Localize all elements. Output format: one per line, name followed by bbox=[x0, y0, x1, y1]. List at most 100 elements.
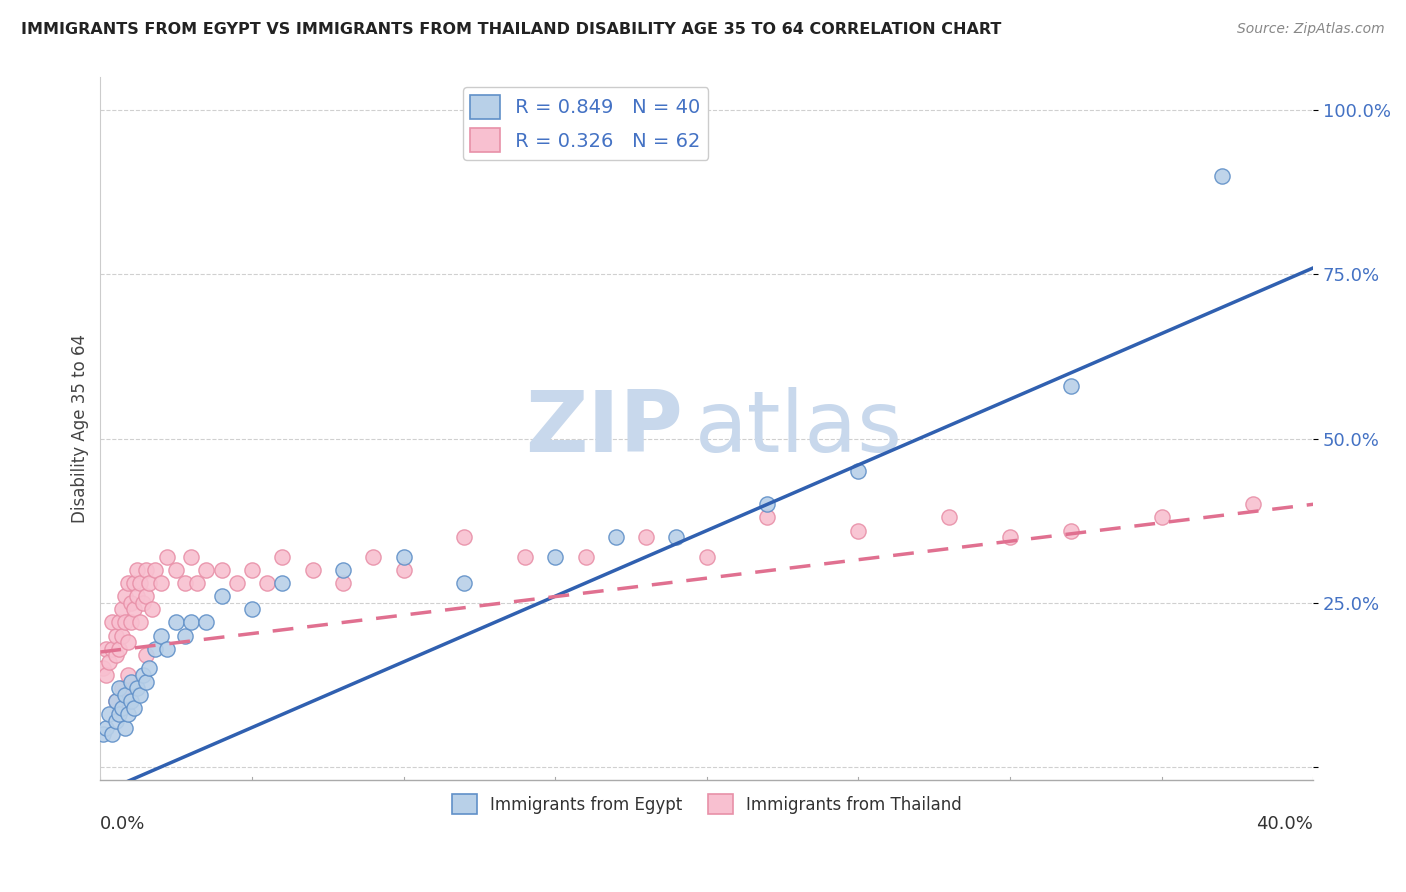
Point bbox=[156, 641, 179, 656]
Point bbox=[107, 615, 129, 630]
Point bbox=[122, 701, 145, 715]
Point bbox=[96, 721, 118, 735]
Point bbox=[186, 576, 208, 591]
Point bbox=[117, 668, 139, 682]
Point bbox=[938, 510, 960, 524]
Point bbox=[107, 707, 129, 722]
Point bbox=[165, 563, 187, 577]
Point bbox=[453, 530, 475, 544]
Point bbox=[1150, 510, 1173, 524]
Point bbox=[453, 576, 475, 591]
Point bbox=[101, 727, 124, 741]
Point bbox=[128, 688, 150, 702]
Point bbox=[125, 681, 148, 695]
Point bbox=[605, 530, 627, 544]
Point bbox=[211, 563, 233, 577]
Point bbox=[120, 694, 142, 708]
Point bbox=[696, 549, 718, 564]
Point bbox=[120, 674, 142, 689]
Point bbox=[150, 576, 173, 591]
Point bbox=[361, 549, 384, 564]
Point bbox=[211, 589, 233, 603]
Point bbox=[104, 694, 127, 708]
Point bbox=[114, 688, 136, 702]
Point bbox=[135, 563, 157, 577]
Point bbox=[135, 674, 157, 689]
Point bbox=[998, 530, 1021, 544]
Point bbox=[135, 648, 157, 663]
Point bbox=[125, 589, 148, 603]
Point bbox=[150, 629, 173, 643]
Text: atlas: atlas bbox=[695, 387, 903, 470]
Point bbox=[117, 576, 139, 591]
Point bbox=[114, 589, 136, 603]
Point bbox=[117, 707, 139, 722]
Point bbox=[101, 641, 124, 656]
Point bbox=[240, 563, 263, 577]
Point bbox=[110, 629, 132, 643]
Point bbox=[1241, 497, 1264, 511]
Point bbox=[107, 681, 129, 695]
Point bbox=[138, 576, 160, 591]
Point bbox=[114, 615, 136, 630]
Point bbox=[332, 563, 354, 577]
Point bbox=[93, 661, 115, 675]
Point bbox=[332, 576, 354, 591]
Point bbox=[141, 602, 163, 616]
Point bbox=[132, 596, 155, 610]
Text: ZIP: ZIP bbox=[524, 387, 682, 470]
Point bbox=[135, 589, 157, 603]
Point bbox=[848, 465, 870, 479]
Point bbox=[544, 549, 567, 564]
Point bbox=[122, 576, 145, 591]
Point bbox=[225, 576, 247, 591]
Point bbox=[1060, 524, 1083, 538]
Point bbox=[101, 615, 124, 630]
Point bbox=[96, 668, 118, 682]
Text: Source: ZipAtlas.com: Source: ZipAtlas.com bbox=[1237, 22, 1385, 37]
Point bbox=[104, 714, 127, 728]
Point bbox=[104, 694, 127, 708]
Point bbox=[117, 635, 139, 649]
Point bbox=[107, 641, 129, 656]
Text: 40.0%: 40.0% bbox=[1257, 815, 1313, 833]
Point bbox=[665, 530, 688, 544]
Point bbox=[271, 576, 294, 591]
Point bbox=[138, 661, 160, 675]
Point bbox=[636, 530, 658, 544]
Point bbox=[98, 655, 121, 669]
Point bbox=[256, 576, 278, 591]
Point bbox=[180, 549, 202, 564]
Point bbox=[240, 602, 263, 616]
Point bbox=[180, 615, 202, 630]
Point bbox=[120, 615, 142, 630]
Point bbox=[96, 641, 118, 656]
Point bbox=[143, 641, 166, 656]
Point bbox=[93, 727, 115, 741]
Point bbox=[271, 549, 294, 564]
Point bbox=[110, 602, 132, 616]
Point bbox=[174, 576, 197, 591]
Point bbox=[756, 497, 779, 511]
Point bbox=[104, 629, 127, 643]
Text: 0.0%: 0.0% bbox=[100, 815, 146, 833]
Point bbox=[98, 707, 121, 722]
Point bbox=[513, 549, 536, 564]
Legend: Immigrants from Egypt, Immigrants from Thailand: Immigrants from Egypt, Immigrants from T… bbox=[446, 788, 969, 821]
Point bbox=[756, 510, 779, 524]
Point bbox=[174, 629, 197, 643]
Point bbox=[128, 615, 150, 630]
Point bbox=[143, 563, 166, 577]
Point bbox=[301, 563, 323, 577]
Point bbox=[104, 648, 127, 663]
Point bbox=[122, 602, 145, 616]
Point bbox=[128, 576, 150, 591]
Point bbox=[132, 668, 155, 682]
Point bbox=[156, 549, 179, 564]
Point bbox=[1211, 169, 1233, 183]
Point bbox=[110, 701, 132, 715]
Point bbox=[110, 681, 132, 695]
Point bbox=[165, 615, 187, 630]
Point bbox=[125, 563, 148, 577]
Point bbox=[120, 596, 142, 610]
